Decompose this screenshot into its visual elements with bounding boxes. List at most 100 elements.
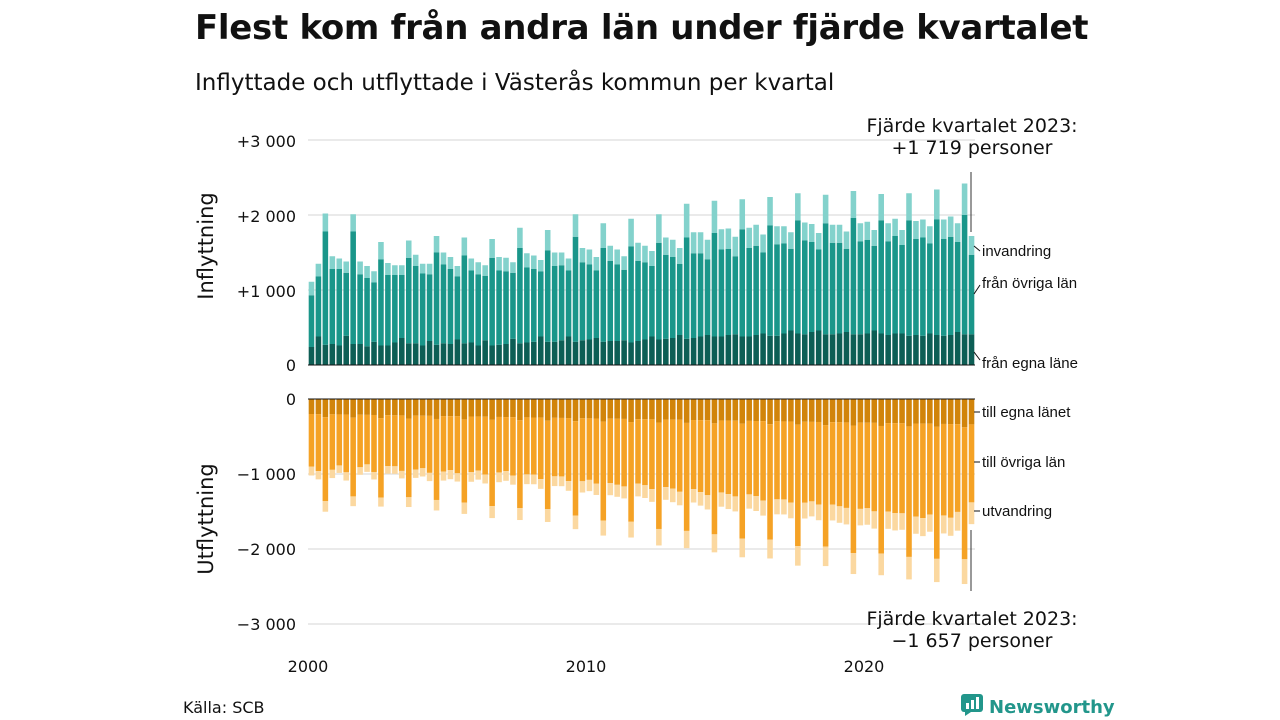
bar-out-ovriga	[440, 416, 447, 472]
bar-out-ovriga	[795, 424, 801, 547]
bar-in-ovriga	[690, 253, 697, 338]
bar-in-invandring	[899, 230, 905, 245]
bar-in-ovriga	[628, 246, 634, 343]
bar-in-egna	[524, 342, 530, 365]
bar-out-egna	[795, 399, 801, 425]
bar-in-invandring	[753, 224, 759, 246]
bar-out-ovriga	[656, 422, 662, 529]
bar-out-egna	[802, 399, 808, 422]
bar-in-egna	[954, 332, 961, 365]
bar-in-ovriga	[718, 249, 725, 337]
bar-in-invandring	[621, 256, 627, 270]
bar-in-invandring	[433, 236, 440, 253]
bar-out-egna	[468, 399, 475, 417]
bar-in-invandring	[426, 263, 433, 275]
bar-in-ovriga	[683, 237, 690, 339]
bar-out-egna	[579, 399, 586, 419]
bar-out-egna	[968, 399, 975, 425]
bar-out-utvandring	[468, 472, 475, 482]
bar-out-ovriga	[405, 418, 412, 498]
bar-out-egna	[586, 399, 593, 419]
bar-out-ovriga	[433, 418, 440, 500]
bar-in-invandring	[649, 251, 655, 266]
bar-out-utvandring	[329, 469, 336, 479]
bar-out-ovriga	[426, 415, 433, 473]
bar-out-egna	[683, 399, 690, 423]
bar-in-ovriga	[711, 233, 718, 337]
bar-in-ovriga	[357, 274, 363, 344]
bar-out-egna	[663, 399, 669, 420]
bar-in-egna	[704, 335, 711, 365]
bar-out-ovriga	[517, 420, 523, 509]
bar-in-invandring	[447, 257, 454, 269]
bar-in-invandring	[322, 213, 329, 232]
bar-out-utvandring	[843, 507, 850, 525]
bar-out-ovriga	[607, 418, 614, 484]
label-leader-fran-egna	[973, 351, 981, 361]
bar-out-ovriga	[871, 422, 878, 512]
bar-out-ovriga	[621, 418, 627, 487]
callout-out-line2: −1 657 personer	[892, 630, 1053, 652]
bar-out-ovriga	[482, 416, 488, 475]
bar-out-utvandring	[322, 501, 329, 512]
bar-in-invandring	[934, 189, 940, 220]
bar-in-ovriga	[836, 242, 843, 334]
bar-in-ovriga	[913, 239, 919, 335]
bar-out-utvandring	[399, 470, 405, 479]
bar-in-egna	[336, 345, 343, 365]
bar-out-egna	[885, 399, 891, 424]
bar-in-egna	[774, 335, 780, 365]
bar-in-invandring	[683, 203, 690, 238]
bar-in-invandring	[968, 236, 975, 255]
bar-in-egna	[510, 338, 516, 365]
bar-in-egna	[739, 336, 746, 365]
bar-out-egna	[385, 399, 391, 416]
brand-logo[interactable]: Newsworthy	[961, 694, 1115, 720]
bar-in-invandring	[885, 223, 891, 242]
bar-out-ovriga	[704, 420, 711, 496]
bar-out-ovriga	[829, 422, 836, 505]
bar-in-invandring	[614, 249, 620, 265]
bar-out-egna	[524, 399, 530, 418]
label-leader-fran-ovriga	[973, 284, 981, 295]
bar-out-egna	[308, 399, 315, 414]
source-note: Källa: SCB	[183, 698, 265, 717]
bar-out-utvandring	[871, 511, 878, 529]
bar-in-egna	[711, 336, 718, 365]
bar-in-ovriga	[940, 239, 947, 336]
bar-in-ovriga	[329, 269, 336, 344]
bar-out-ovriga	[392, 415, 398, 467]
bar-out-ovriga	[315, 414, 322, 472]
bar-in-egna	[607, 341, 614, 365]
bar-in-ovriga	[676, 263, 683, 335]
bar-in-ovriga	[788, 248, 794, 331]
bar-in-ovriga	[656, 242, 662, 340]
callout-out-line1: Fjärde kvartalet 2023:	[866, 608, 1077, 630]
bar-out-utvandring	[392, 466, 398, 474]
bar-out-egna	[461, 399, 468, 420]
bar-in-ovriga	[565, 270, 572, 337]
bar-in-egna	[600, 341, 607, 365]
bar-out-egna	[864, 399, 871, 423]
bar-in-ovriga	[642, 262, 648, 340]
bar-in-ovriga	[475, 274, 481, 346]
bar-in-egna	[635, 341, 641, 365]
bar-in-invandring	[308, 281, 315, 296]
bar-out-utvandring	[899, 513, 905, 530]
bar-in-ovriga	[322, 231, 329, 345]
bar-out-utvandring	[378, 497, 384, 507]
bar-out-egna	[718, 399, 725, 421]
bar-in-egna	[760, 333, 766, 365]
bar-in-ovriga	[496, 270, 502, 345]
bar-out-egna	[565, 399, 572, 419]
bar-out-ovriga	[899, 423, 905, 514]
bar-out-ovriga	[802, 421, 808, 503]
bar-in-invandring	[871, 230, 878, 246]
bar-out-ovriga	[954, 424, 961, 512]
bar-out-ovriga	[781, 421, 787, 500]
bar-out-egna	[572, 399, 579, 422]
bar-out-ovriga	[600, 421, 607, 521]
bar-out-ovriga	[739, 423, 746, 539]
bar-out-egna	[357, 399, 363, 415]
bar-in-ovriga	[621, 269, 627, 341]
